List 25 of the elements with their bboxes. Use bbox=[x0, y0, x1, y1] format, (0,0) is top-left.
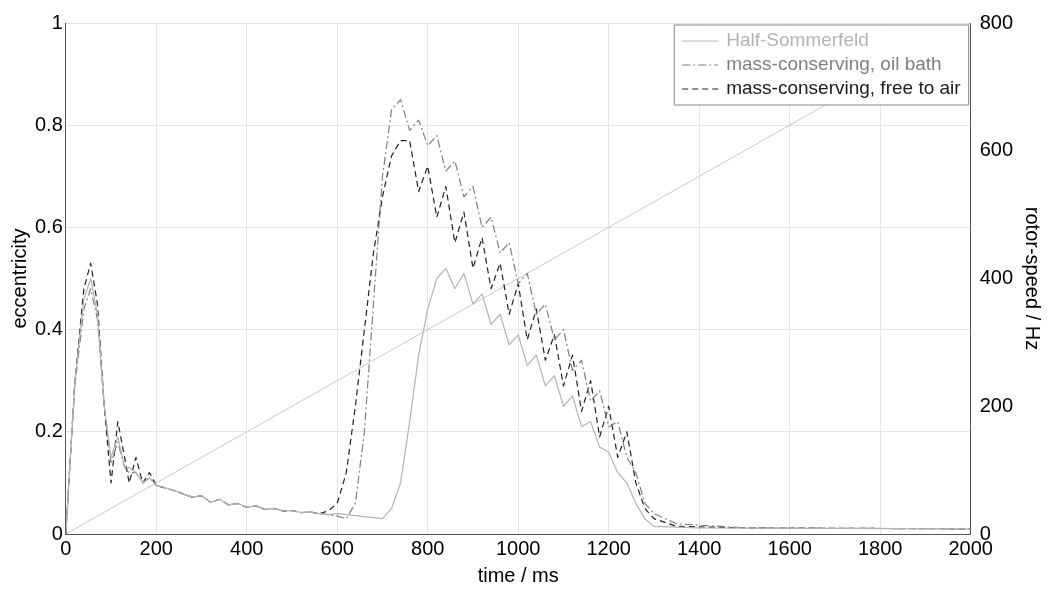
y-tick-label: 0.6 bbox=[34, 214, 63, 237]
y2-tick-label: 200 bbox=[979, 393, 1014, 416]
x-tick-label: 1000 bbox=[495, 536, 541, 559]
x-tick-label: 800 bbox=[411, 536, 445, 559]
y-tick-label: 0.8 bbox=[34, 112, 63, 135]
y2-tick-label: 400 bbox=[979, 266, 1014, 289]
legend-label: mass-conserving, oil bath bbox=[726, 53, 942, 75]
x-tick-label: 600 bbox=[320, 536, 354, 559]
y-tick-label: 1 bbox=[51, 10, 63, 33]
legend-label: Half-Sommerfeld bbox=[726, 29, 869, 51]
x-tick-label: 1200 bbox=[586, 536, 631, 559]
y2-tick-label: 600 bbox=[979, 138, 1014, 161]
x-tick-label: 1600 bbox=[767, 536, 812, 559]
y-axis-title: eccentricity bbox=[7, 228, 30, 329]
y-tick-label: 0.2 bbox=[34, 419, 63, 442]
x-axis-title: time / ms bbox=[477, 563, 559, 586]
x-tick-label: 1400 bbox=[676, 536, 722, 559]
y2-axis-title: rotor-speed / Hz bbox=[1022, 206, 1045, 351]
x-tick-label: 200 bbox=[139, 536, 173, 559]
y-tick-label: 0.4 bbox=[34, 317, 63, 340]
y-tick-label: 0 bbox=[51, 521, 63, 544]
y2-tick-label: 800 bbox=[979, 10, 1014, 33]
x-tick-label: 1800 bbox=[857, 536, 903, 559]
legend-label: mass-conserving, free to air bbox=[726, 77, 962, 99]
x-tick-label: 400 bbox=[230, 536, 264, 559]
